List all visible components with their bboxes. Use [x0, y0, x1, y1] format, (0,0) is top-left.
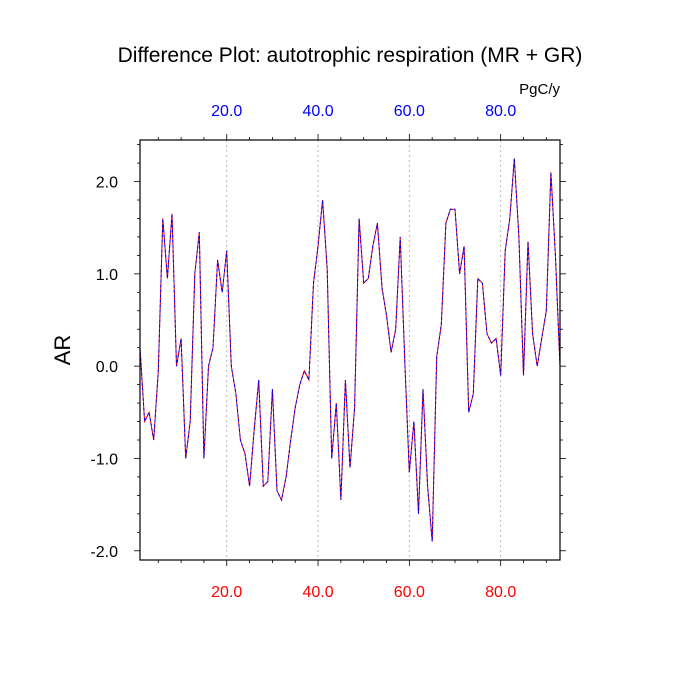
x-tick-label-bottom: 60.0: [394, 584, 425, 601]
x-tick-label-top: 40.0: [302, 103, 333, 120]
series-line-red: [139, 158, 561, 542]
x-tick-label-top: 20.0: [211, 103, 242, 120]
y-tick-label: 0.0: [96, 359, 118, 376]
tick-labels: 20.0 20.0 40.0 40.0 60.0 60.0 80.0 80.0 -2.0 -1.0…: [90, 103, 516, 601]
x-tick-label-bottom: 20.0: [211, 584, 242, 601]
units-label: PgC/y: [519, 81, 560, 98]
x-tick-label-top: 60.0: [394, 103, 425, 120]
series-layer: [139, 158, 561, 542]
y-tick-label: -1.0: [90, 451, 118, 468]
grid-lines: [226, 140, 502, 560]
x-tick-label-top: 80.0: [485, 103, 516, 120]
y-tick-label: -2.0: [90, 544, 118, 561]
series-line-blue: [139, 158, 561, 542]
plot-frame: [139, 139, 561, 561]
y-tick-label: 1.0: [96, 267, 118, 284]
x-tick-label-bottom: 80.0: [485, 584, 516, 601]
y-tick-label: 2.0: [96, 175, 118, 192]
y-axis-label: AR: [50, 335, 75, 366]
chart-title: Difference Plot: autotrophic respiration…: [118, 44, 583, 67]
x-tick-label-bottom: 40.0: [302, 584, 333, 601]
